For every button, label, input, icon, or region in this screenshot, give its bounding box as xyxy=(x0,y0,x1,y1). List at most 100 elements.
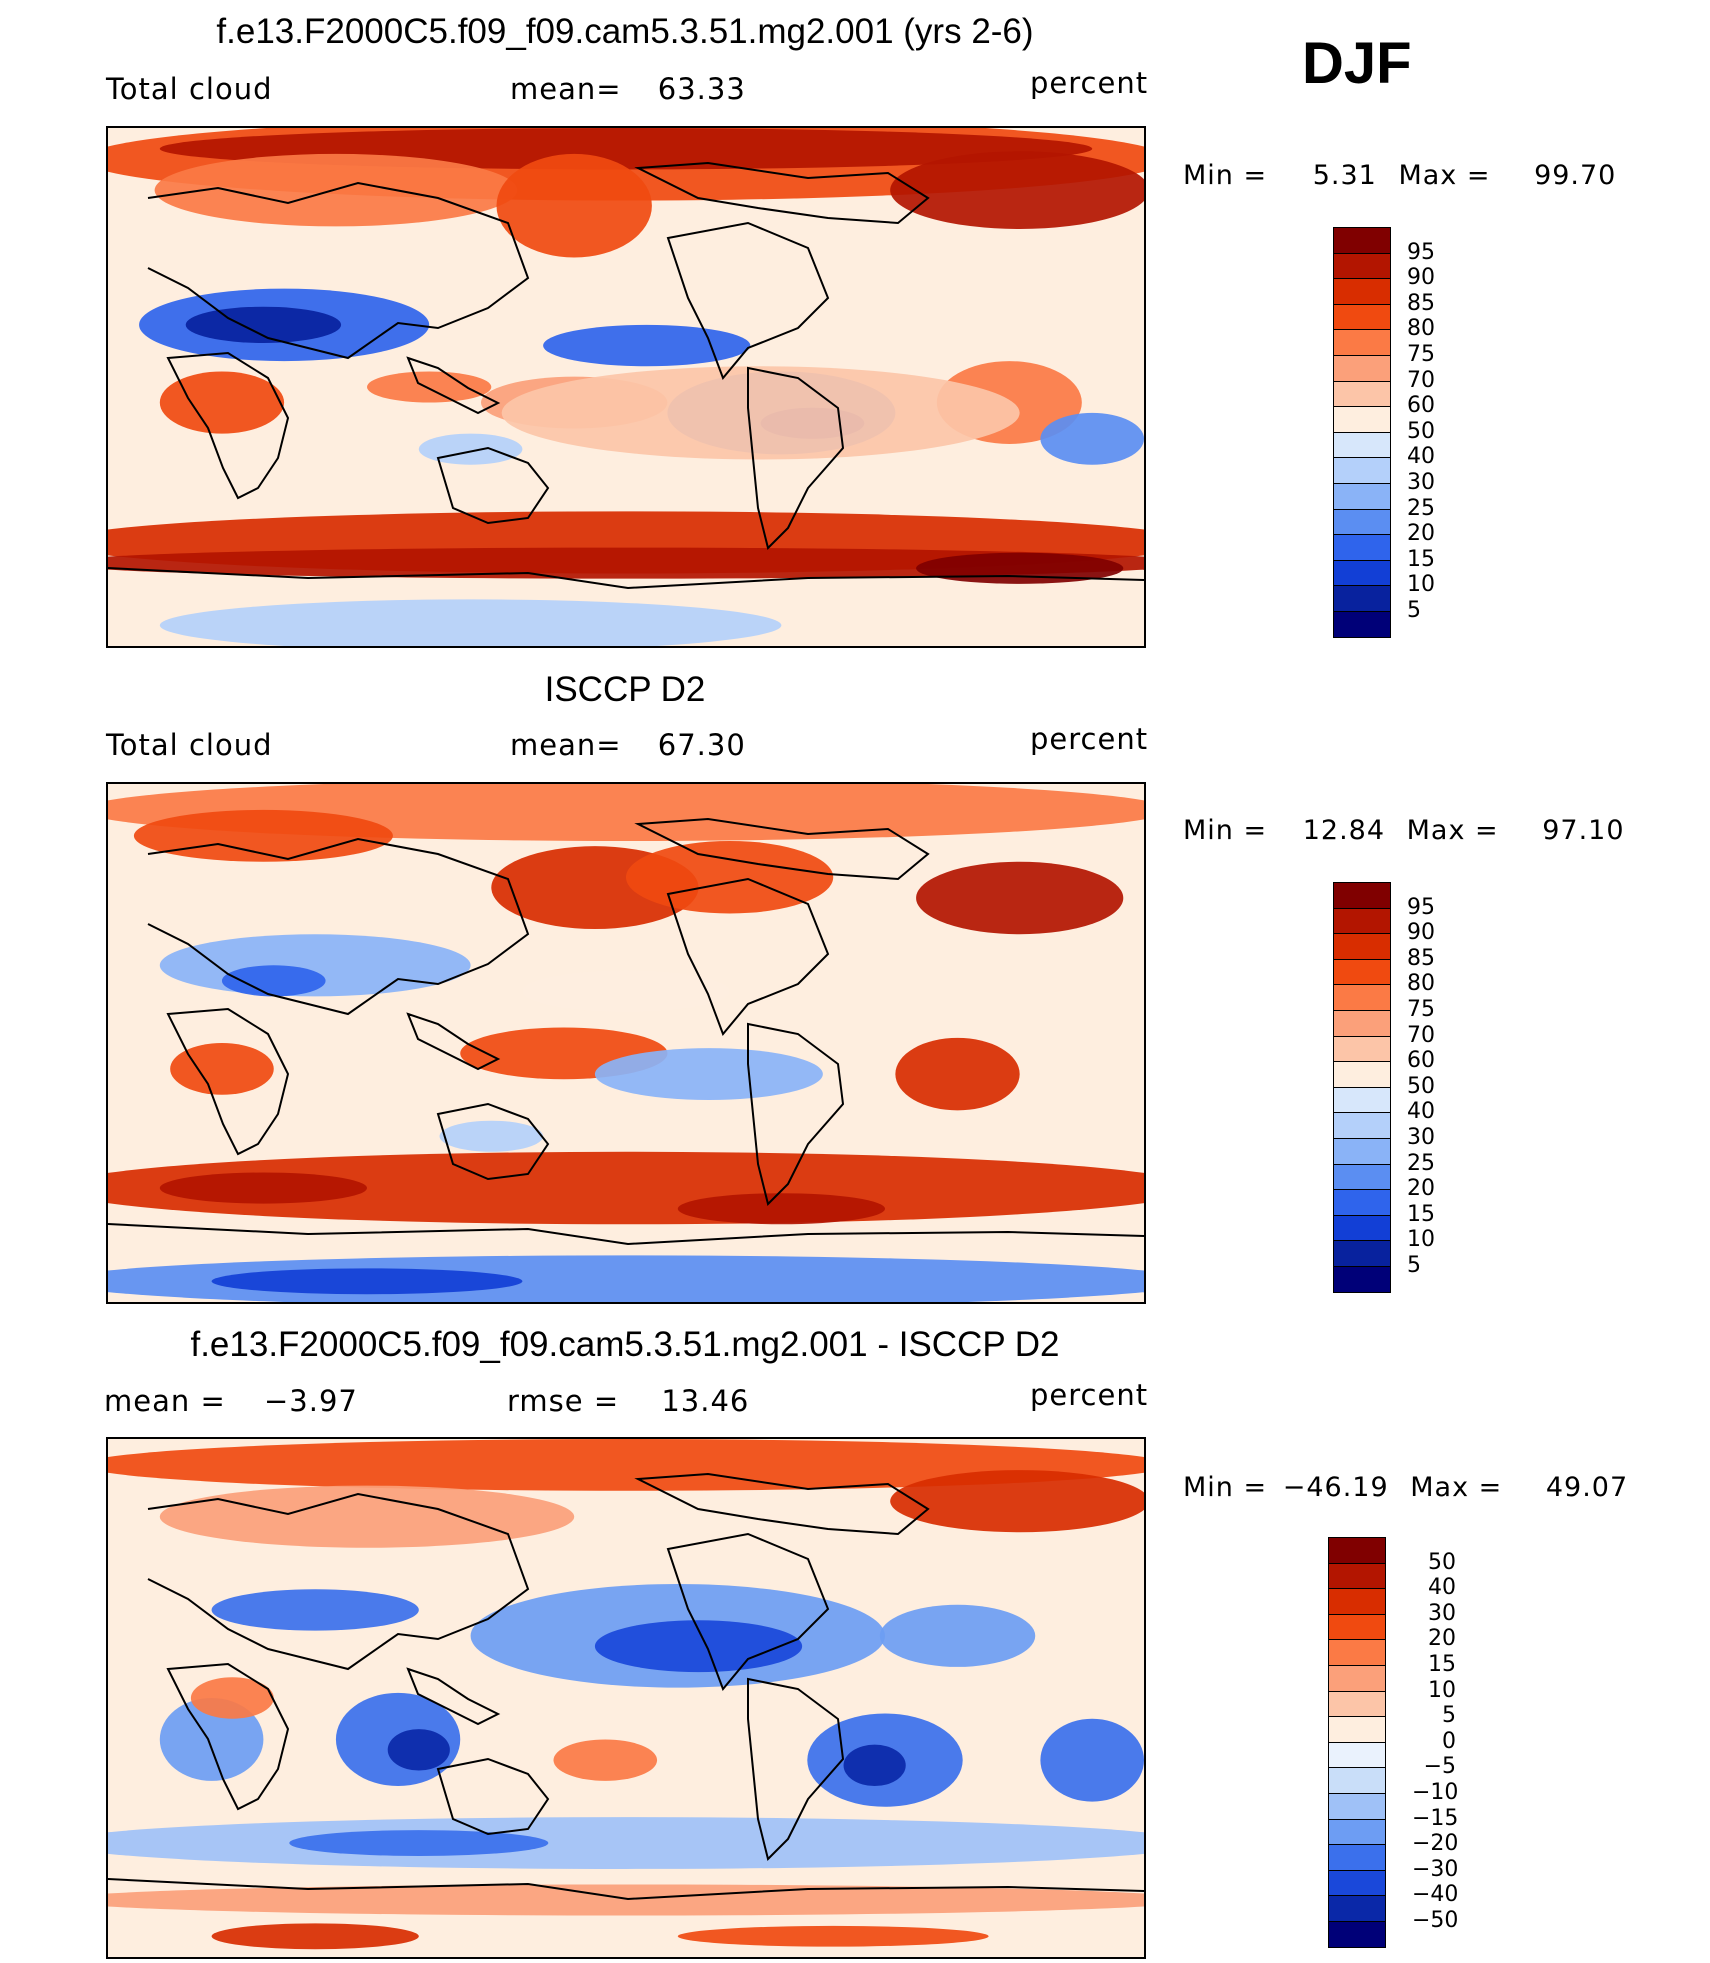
colorbar-swatch xyxy=(1333,1035,1391,1063)
colorbar-tick-label: 85 xyxy=(1407,945,1435,971)
model-panel-title: f.e13.F2000C5.f09_f09.cam5.3.51.mg2.001 … xyxy=(216,12,1034,51)
colorbar-swatch xyxy=(1328,1613,1386,1641)
colorbar-tick-label: 70 xyxy=(1407,1022,1435,1048)
obs-min-value: 12.84 xyxy=(1302,815,1386,846)
colorbar-tick-label: −5 xyxy=(1423,1754,1456,1780)
colorbar-tick-label: 40 xyxy=(1407,444,1435,470)
colorbar-swatch xyxy=(1333,380,1391,408)
obs-max-caption: Max = xyxy=(1406,815,1499,846)
colorbar-swatch xyxy=(1328,1639,1386,1666)
diff-units-label: percent xyxy=(1030,1378,1149,1412)
obs-mean-value: 67.30 xyxy=(657,728,746,762)
colorbar-tick-label: 50 xyxy=(1407,1073,1435,1099)
colorbar-swatch xyxy=(1333,1061,1391,1088)
diff-panel-title: f.e13.F2000C5.f09_f09.cam5.3.51.mg2.001 … xyxy=(190,1325,1060,1364)
colorbar-swatch xyxy=(1328,1844,1386,1871)
colorbar-swatch xyxy=(1328,1793,1386,1820)
model-mean-label: mean= 63.33 xyxy=(510,72,746,106)
colorbar-tick-label: 75 xyxy=(1407,997,1435,1022)
model-max-caption: Max = xyxy=(1398,160,1491,191)
diff-mean-caption: mean = xyxy=(104,1384,226,1418)
model-mean-caption: mean= xyxy=(510,72,622,106)
colorbar-tick-label: 15 xyxy=(1428,1652,1456,1677)
model-mean-value: 63.33 xyxy=(657,72,746,106)
model-range-label: Min = 5.31 Max = 99.70 xyxy=(1183,160,1616,191)
colorbar-swatch xyxy=(1333,1086,1391,1114)
colorbar-swatch xyxy=(1333,559,1391,587)
colorbar-tick-label: 85 xyxy=(1407,290,1435,316)
colorbar-swatch xyxy=(1333,1010,1391,1037)
colorbar-swatch xyxy=(1333,227,1391,254)
colorbar-tick-label: 90 xyxy=(1407,265,1435,291)
model-colorbar: 95 90 85 80 75 70 60 50 40 30 25 20 15 10 5 xyxy=(1333,227,1453,638)
colorbar-tick-label: 50 xyxy=(1407,418,1435,444)
colorbar-swatch xyxy=(1333,483,1391,510)
obs-mean-label: mean= 67.30 xyxy=(510,728,746,762)
colorbar-tick-label: 30 xyxy=(1407,470,1435,495)
colorbar-tick-label: 20 xyxy=(1407,1176,1435,1202)
colorbar-swatch xyxy=(1328,1741,1386,1769)
colorbar-swatch xyxy=(1333,984,1391,1011)
diff-max-value: 49.07 xyxy=(1545,1472,1629,1503)
colorbar-tick-label: 90 xyxy=(1407,920,1435,946)
diff-map-field xyxy=(108,1439,1144,1957)
colorbar-tick-label: 25 xyxy=(1407,495,1435,521)
model-variable-label: Total cloud xyxy=(106,72,273,106)
colorbar-swatch xyxy=(1333,252,1391,280)
obs-min-caption: Min = xyxy=(1183,815,1268,846)
colorbar-swatch xyxy=(1333,1266,1391,1293)
diff-min-value: −46.19 xyxy=(1282,1472,1389,1503)
colorbar-tick-label: 0 xyxy=(1442,1728,1456,1754)
colorbar-swatch xyxy=(1333,907,1391,935)
colorbar-swatch xyxy=(1333,1163,1391,1191)
colorbar-tick-label: 80 xyxy=(1407,971,1435,997)
model-map xyxy=(106,126,1146,648)
colorbar-tick-label: 25 xyxy=(1407,1150,1435,1176)
colorbar-tick-label: 95 xyxy=(1407,239,1435,265)
colorbar-swatch xyxy=(1328,1767,1386,1794)
model-map-field xyxy=(108,128,1144,646)
colorbar-tick-label: −30 xyxy=(1412,1856,1459,1882)
colorbar-swatch xyxy=(1333,534,1391,561)
colorbar-swatch xyxy=(1333,406,1391,433)
colorbar-swatch xyxy=(1328,1537,1386,1564)
colorbar-swatch xyxy=(1328,1895,1386,1922)
colorbar-tick-label: 30 xyxy=(1428,1600,1456,1626)
diff-mean-label: mean = −3.97 xyxy=(104,1384,358,1418)
colorbar-swatch xyxy=(1333,933,1391,960)
colorbar-tick-label: 40 xyxy=(1428,1575,1456,1601)
colorbar-swatch xyxy=(1333,457,1391,484)
colorbar-swatch xyxy=(1333,1214,1391,1242)
colorbar-tick-label: 20 xyxy=(1407,521,1435,547)
diff-mean-value: −3.97 xyxy=(263,1384,358,1418)
colorbar-tick-label: 10 xyxy=(1407,1227,1435,1253)
obs-mean-caption: mean= xyxy=(510,728,622,762)
colorbar-tick-label: 10 xyxy=(1428,1677,1456,1703)
diff-map xyxy=(106,1437,1146,1959)
colorbar-swatch xyxy=(1333,958,1391,986)
colorbar-tick-label: 15 xyxy=(1407,1201,1435,1227)
colorbar-swatch xyxy=(1333,1138,1391,1165)
obs-map xyxy=(106,782,1146,1304)
colorbar-swatch xyxy=(1333,585,1391,612)
colorbar-tick-label: 10 xyxy=(1407,572,1435,598)
colorbar-tick-label: 5 xyxy=(1407,598,1421,623)
colorbar-tick-label: 5 xyxy=(1442,1703,1456,1729)
colorbar-swatch xyxy=(1333,611,1391,638)
colorbar-swatch xyxy=(1333,278,1391,305)
colorbar-tick-label: −10 xyxy=(1412,1780,1459,1805)
model-units-label: percent xyxy=(1030,66,1149,100)
diff-colorbar: 50 40 30 20 15 10 5 0 −5 −10 −15 −20 −30 −40 −50 xyxy=(1328,1537,1459,1948)
diff-rmse-label: rmse = 13.46 xyxy=(507,1384,749,1418)
colorbar-tick-label: 15 xyxy=(1407,546,1435,572)
colorbar-tick-label: 95 xyxy=(1407,894,1435,920)
obs-map-field xyxy=(108,784,1144,1302)
obs-panel-title: ISCCP D2 xyxy=(544,670,706,709)
obs-units-label: percent xyxy=(1030,722,1149,756)
obs-range-label: Min = 12.84 Max = 97.10 xyxy=(1183,815,1625,846)
colorbar-swatch xyxy=(1328,1818,1386,1846)
obs-colorbar: 95 90 85 80 75 70 60 50 40 30 25 20 15 10 5 xyxy=(1333,882,1453,1293)
colorbar-tick-label: 5 xyxy=(1407,1253,1421,1278)
colorbar-tick-label: 80 xyxy=(1407,316,1435,342)
